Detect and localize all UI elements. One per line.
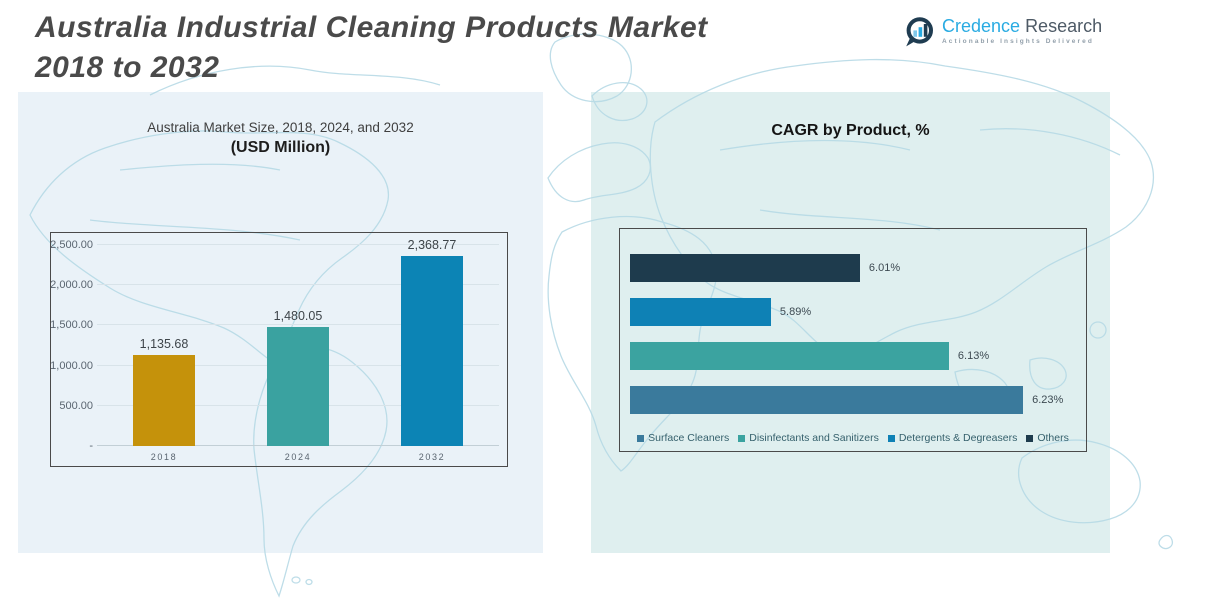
bar-value-label: 1,480.05 [273,309,323,324]
cagr-chart: 6.01% 5.89% 6.13% 6.23% Surface Cleaners Dis… [619,228,1087,452]
y-tick-label: 2,000.00 [50,279,93,292]
cagr-bar [630,386,1024,414]
market-size-chart-title: Australia Market Size, 2018, 2024, and 2… [147,120,414,156]
y-axis-labels: 2,500.00 2,000.00 1,500.00 1,000.00 500.00 - [50,239,93,452]
bar-value-label: 1,135.68 [139,336,189,351]
y-tick-label: - [89,440,93,452]
cagr-value-label: 5.89% [779,306,812,318]
legend-item: Disinfectants and Sanitizers [738,432,879,444]
logo-brand-name: Credence Research [942,16,1103,36]
logo-tagline: Actionable Insights Delivered [942,38,1094,45]
market-size-bar-2032 [401,255,463,446]
cagr-value-label: 6.01% [868,262,901,274]
legend-item: Surface Cleaners [637,432,729,444]
cagr-legend: Surface Cleaners Disinfectants and Saniti… [620,432,1086,444]
cagr-bar [630,254,860,282]
x-axis-label: 2024 [284,452,312,462]
legend-label: Surface Cleaners [648,432,730,444]
cagr-bar-row: 6.01% [630,254,1080,282]
y-tick-label: 500.00 [59,399,93,412]
cagr-value-label: 6.23% [1032,394,1064,406]
y-tick-label: 1,500.00 [50,319,93,332]
cagr-bar [630,342,949,370]
cagr-bar-row: 6.23% [630,386,1080,414]
logo-bar-chart-icon [906,17,933,47]
x-axis-label: 2032 [418,452,446,462]
legend-label: Disinfectants and Sanitizers [749,432,879,444]
cagr-chart-title: CAGR by Product, % [771,122,930,139]
market-size-bar-2018 [132,354,195,446]
x-axis-label: 2018 [150,452,178,462]
legend-item: Detergents & Degreasers [887,432,1018,444]
cagr-bars: 6.01% 5.89% 6.13% 6.23% [630,254,1080,430]
cagr-bar-row: 5.89% [630,298,1080,326]
bar-value-label: 2,368.77 [407,237,457,252]
market-size-bar-2024 [267,327,329,446]
market-size-chart: 2,500.00 2,000.00 1,500.00 1,000.00 500.00- … [50,232,508,467]
legend-label: Others [1037,432,1069,444]
y-tick-label: 2,500.00 [50,239,93,251]
legend-swatch-icon [887,434,895,442]
cagr-bar-row: 6.13% [630,342,1080,370]
page-title: Australia Industrial Cleaning Products M… [35,8,855,88]
legend-swatch-icon [738,434,746,442]
legend-label: Detergents & Degreasers [898,432,1018,444]
y-tick-label: 1,000.00 [50,359,93,372]
credence-research-logo: Credence Research Actionable Insights De… [903,16,1102,48]
cagr-value-label: 6.13% [957,350,990,362]
logo-text: Credence Research Actionable Insights De… [942,16,1102,45]
legend-item: Others [1026,432,1069,444]
legend-swatch-icon [637,434,645,442]
cagr-bar [630,298,771,326]
page-title-line2: 2018 to 2032 [35,51,220,84]
legend-swatch-icon [1026,434,1034,442]
page-title-line1: Australia Industrial Cleaning Products M… [35,11,708,44]
market-size-plot: 1,135.68 2018 1,480.05 2024 2,368.77 2032 [97,238,499,462]
